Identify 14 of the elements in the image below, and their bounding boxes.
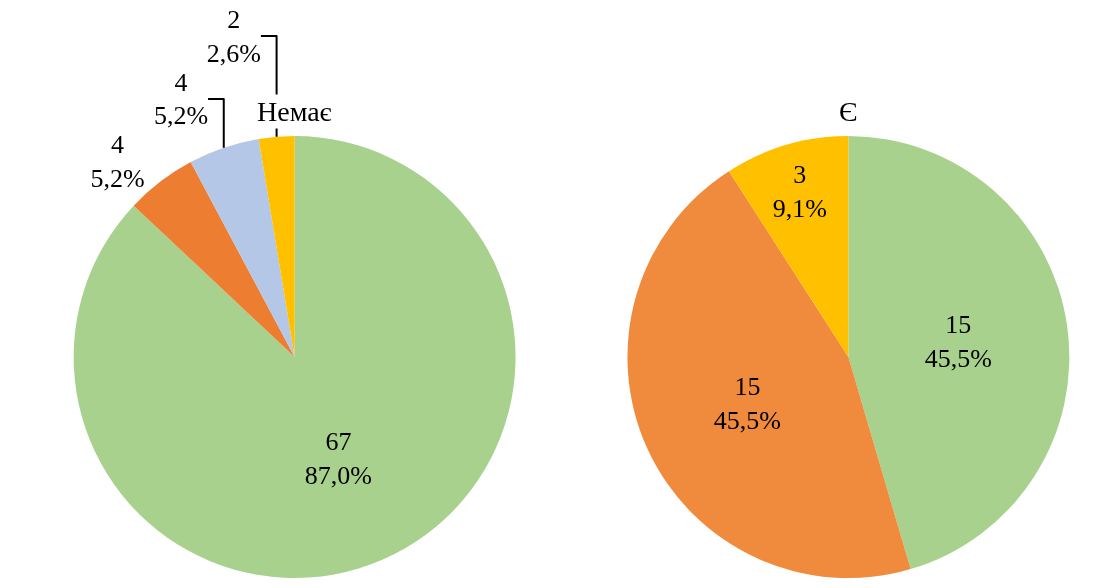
text: Немає <box>257 96 332 127</box>
pie-slice <box>848 136 1070 570</box>
data-label: 3 9,1% <box>772 160 827 224</box>
data-label: 2 2,6% <box>206 4 261 68</box>
pie-slice <box>190 139 295 358</box>
data-label: 67 87,0% <box>304 427 373 490</box>
data-label: 15 45,5% <box>713 371 781 435</box>
data-label: 4 5,2% <box>90 130 145 194</box>
data-label: 4 5,2% <box>153 67 209 131</box>
pie-slice <box>728 136 849 358</box>
pie-slice <box>258 136 295 358</box>
chart-title: Є <box>839 96 858 127</box>
pie-slice <box>73 136 516 578</box>
data-label: 15 45,5% <box>924 309 992 373</box>
